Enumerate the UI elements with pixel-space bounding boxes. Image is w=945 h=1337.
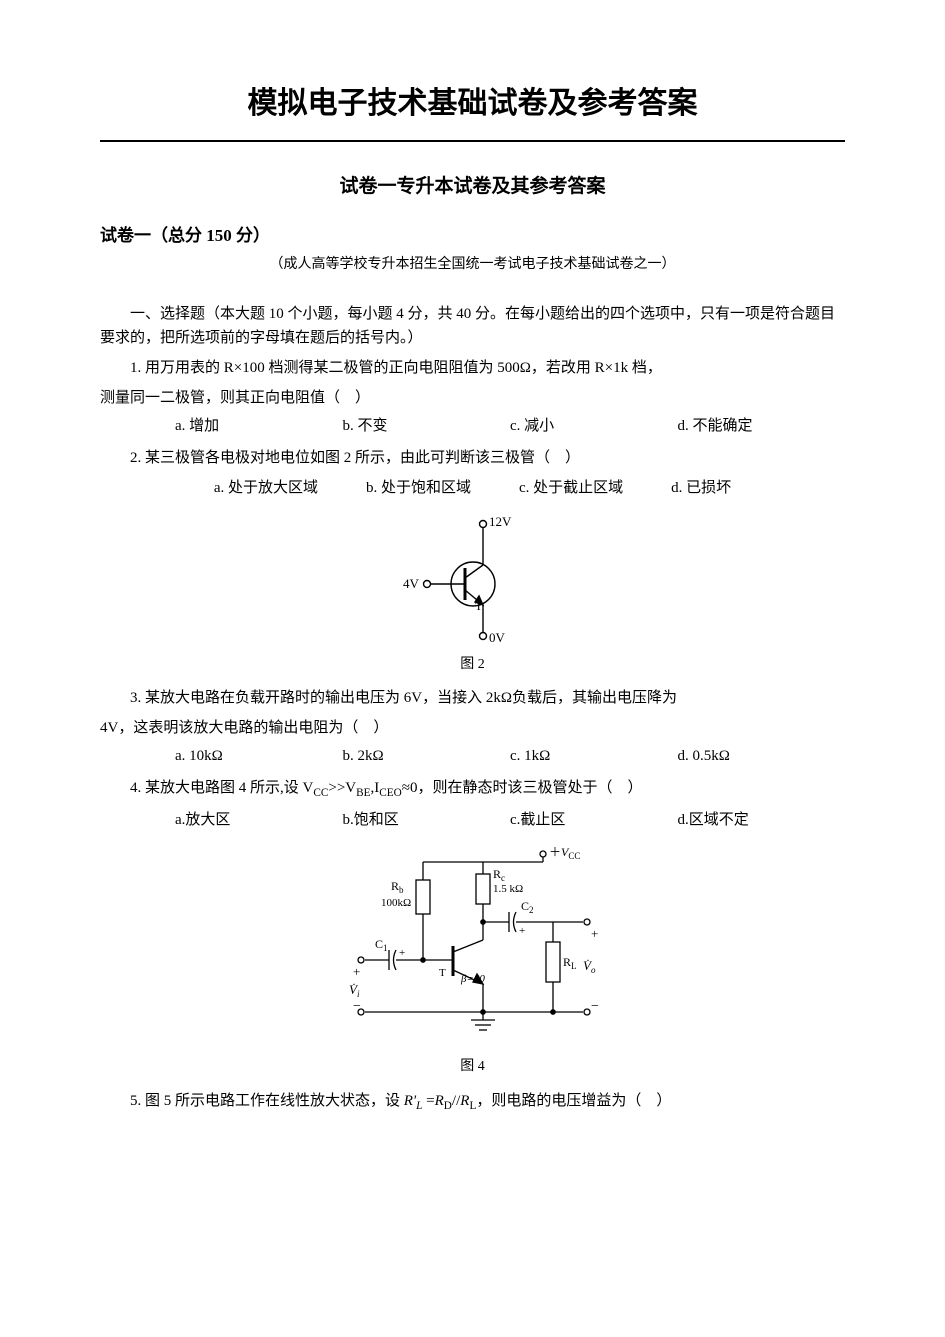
fig2-caption: 图 2 [100, 654, 845, 676]
q3-num: 3. [130, 690, 141, 706]
q5-text-a: 图 5 所示电路工作在线性放大状态，设 [145, 1093, 404, 1109]
q1-opt-a: a. 增加 [175, 414, 343, 438]
q3-opt-c: c. 1kΩ [510, 744, 678, 768]
q4-options: a.放大区 b.饱和区 c.截止区 d.区域不定 [100, 808, 845, 832]
q2-opt-b: b. 处于饱和区域 [366, 476, 471, 500]
fig4-caption: 图 4 [100, 1056, 845, 1078]
q3-opt-a: a. 10kΩ [175, 744, 343, 768]
fig4-c2: C2 [521, 899, 534, 915]
q2-opt-a: a. 处于放大区域 [214, 476, 318, 500]
q4: 4. 某放大电路图 4 所示,设 VCC>>VBE,ICEO≈0，则在静态时该三… [100, 776, 845, 802]
q3-opt-d: d. 0.5kΩ [678, 744, 846, 768]
q3-text-1: 某放大电路在负载开路时的输出电压为 6V，当接入 2kΩ负载后，其输出电压降为 [145, 690, 677, 706]
q3: 3. 某放大电路在负载开路时的输出电压为 6V，当接入 2kΩ负载后，其输出电压… [100, 686, 845, 710]
fig4-vo: V̇o [583, 958, 596, 975]
fig4-vi: V̇i [349, 982, 360, 999]
fig4-rb-val: 100kΩ [381, 897, 411, 909]
fig4-rb: Rb [391, 879, 404, 895]
q3-text-2: 4V，这表明该放大电路的输出电阻为（ ） [100, 716, 845, 740]
q1-opt-c: c. 减小 [510, 414, 678, 438]
q2-opt-d: d. 已损坏 [671, 476, 731, 500]
section1-intro: 一、选择题（本大题 10 个小题，每小题 4 分，共 40 分。在每小题给出的四… [100, 302, 845, 350]
fig4-vi-plus: + [353, 964, 360, 979]
q1-text-1: 用万用表的 R×100 档测得某二极管的正向电阻阻值为 500Ω，若改用 R×1… [145, 360, 662, 376]
subtitle: 试卷一专升本试卷及其参考答案 [100, 172, 845, 202]
fig4-c1: C1 [375, 937, 388, 953]
q4-opt-c: c.截止区 [510, 808, 678, 832]
q2-text: 某三极管各电极对地电位如图 2 所示，由此可判断该三极管（ ） [145, 450, 580, 466]
fig4-rc-val: 1.5 kΩ [493, 883, 523, 895]
q1-num: 1. [130, 360, 141, 376]
figure-4: ＋VCC Rb 100kΩ Rc 1.5 kΩ C1 + C2 + β=80 T… [100, 842, 845, 1052]
fig4-beta: β=80 [460, 973, 485, 985]
q4-opt-d: d.区域不定 [678, 808, 846, 832]
q5-rl-prime: R'L [404, 1093, 423, 1109]
q4-text: 某放大电路图 4 所示,设 VCC>>VBE,ICEO≈0，则在静态时该三极管处… [145, 780, 643, 796]
q2-num: 2. [130, 450, 141, 466]
fig4-rl: RL [563, 955, 577, 971]
q2-options: a. 处于放大区域 b. 处于饱和区域 c. 处于截止区域 d. 已损坏 [100, 476, 845, 500]
q1-opt-d: d. 不能确定 [678, 414, 846, 438]
q1-text-2: 测量同一二极管，则其正向电阻值（ ） [100, 386, 845, 410]
q1-options: a. 增加 b. 不变 c. 减小 d. 不能确定 [100, 414, 845, 438]
fig4-vcc: ＋VCC [549, 845, 580, 861]
q5: 5. 图 5 所示电路工作在线性放大状态，设 R'L =RD//RL，则电路的电… [100, 1089, 845, 1115]
q1-opt-b: b. 不变 [343, 414, 511, 438]
q5-num: 5. [130, 1093, 141, 1109]
q1: 1. 用万用表的 R×100 档测得某二极管的正向电阻阻值为 500Ω，若改用 … [100, 356, 845, 380]
fig2-t-label: T [475, 599, 483, 613]
q4-opt-a: a.放大区 [175, 808, 343, 832]
fig4-rc: Rc [493, 867, 505, 883]
figure-2: 12V 4V 0V T [100, 510, 845, 650]
q4-num: 4. [130, 780, 141, 796]
exam-note: （成人高等学校专升本招生全国统一考试电子技术基础试卷之一） [100, 254, 845, 276]
fig2-left-label: 4V [403, 576, 420, 591]
q3-options: a. 10kΩ b. 2kΩ c. 1kΩ d. 0.5kΩ [100, 744, 845, 768]
fig4-c2-plus: + [519, 925, 525, 937]
fig4-svg: ＋VCC Rb 100kΩ Rc 1.5 kΩ C1 + C2 + β=80 T… [343, 842, 603, 1052]
fig2-bottom-label: 0V [489, 630, 506, 645]
q3-opt-b: b. 2kΩ [343, 744, 511, 768]
fig4-vi-minus: − [353, 999, 361, 1014]
q2-opt-c: c. 处于截止区域 [519, 476, 623, 500]
q4-opt-b: b.饱和区 [343, 808, 511, 832]
exam-header: 试卷一（总分 150 分） [100, 222, 845, 249]
fig4-c1-plus: + [399, 947, 405, 959]
q5-text-b: =RD//RL，则电路的电压增益为（ ） [426, 1093, 671, 1109]
page-title: 模拟电子技术基础试卷及参考答案 [100, 80, 845, 142]
fig4-t: T [439, 967, 446, 979]
fig2-top-label: 12V [489, 514, 512, 529]
fig4-vo-minus: − [591, 999, 599, 1014]
fig2-svg: 12V 4V 0V T [403, 510, 543, 650]
fig4-vo-plus: + [591, 926, 598, 941]
q2: 2. 某三极管各电极对地电位如图 2 所示，由此可判断该三极管（ ） [100, 446, 845, 470]
